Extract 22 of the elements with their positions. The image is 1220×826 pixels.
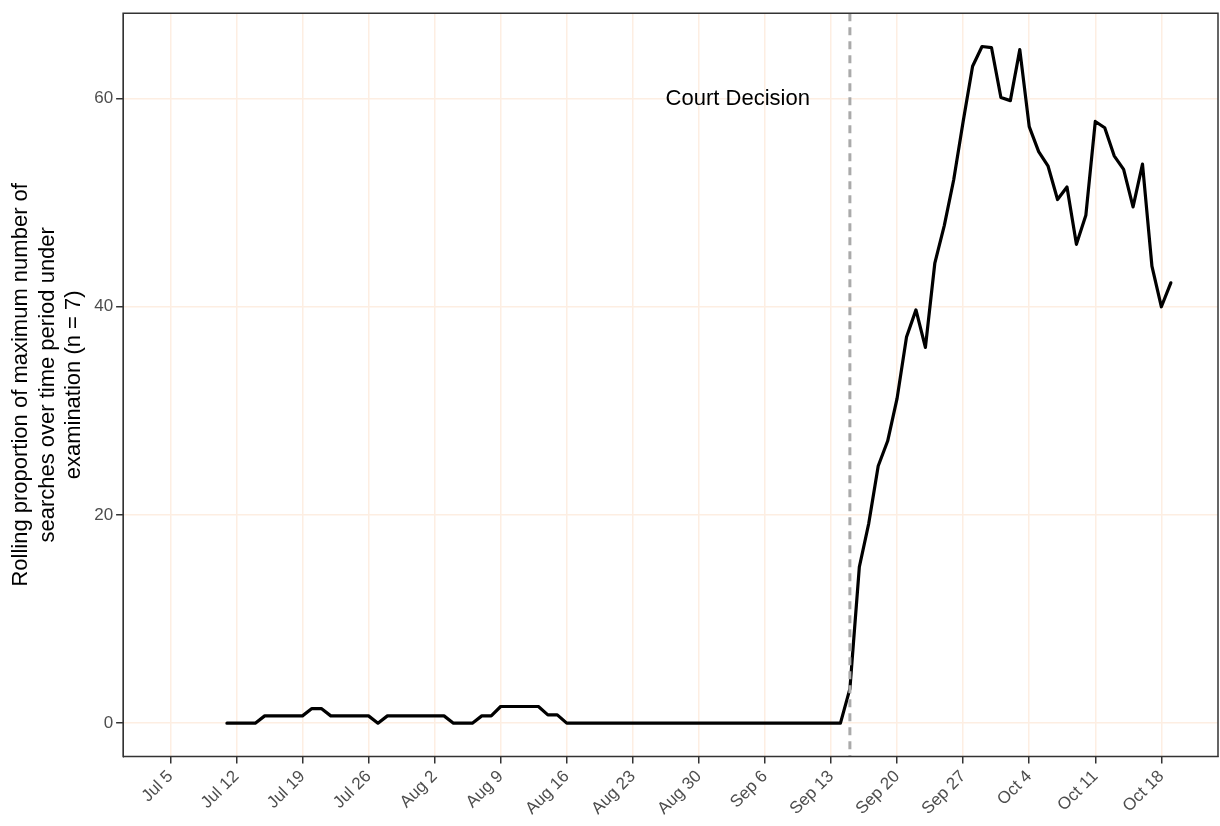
- y-tick-label: 60: [94, 88, 114, 108]
- y-tick-label: 40: [94, 296, 114, 316]
- x-tick-label: Jul 5: [137, 766, 177, 806]
- x-tick-label: Aug 9: [461, 766, 507, 812]
- x-tick-label: Oct 18: [1118, 766, 1168, 816]
- y-tick-label: 0: [103, 712, 114, 732]
- x-tick-label: Jul 12: [197, 766, 243, 812]
- x-tick-label: Sep 20: [851, 766, 904, 818]
- ref-line-label: Court Decision: [665, 85, 810, 111]
- x-tick-label: Aug 2: [395, 766, 441, 812]
- x-tick-label: Sep 13: [785, 766, 838, 818]
- x-tick-label: Aug 23: [587, 766, 639, 818]
- x-tick-label: Jul 19: [263, 766, 309, 812]
- x-tick-label: Sep 27: [917, 766, 970, 818]
- x-tick-label: Oct 4: [993, 766, 1036, 809]
- x-tick-label: Jul 26: [329, 766, 375, 812]
- x-tick-label: Aug 16: [521, 766, 573, 818]
- y-axis-title: Rolling proportion of maximum number of searches over time period under examination (n = 7): [7, 182, 86, 587]
- x-tick-label: Aug 30: [653, 766, 706, 818]
- y-tick-label: 20: [94, 504, 114, 524]
- x-tick-label: Oct 11: [1053, 766, 1102, 815]
- x-tick-label: Sep 6: [726, 766, 772, 812]
